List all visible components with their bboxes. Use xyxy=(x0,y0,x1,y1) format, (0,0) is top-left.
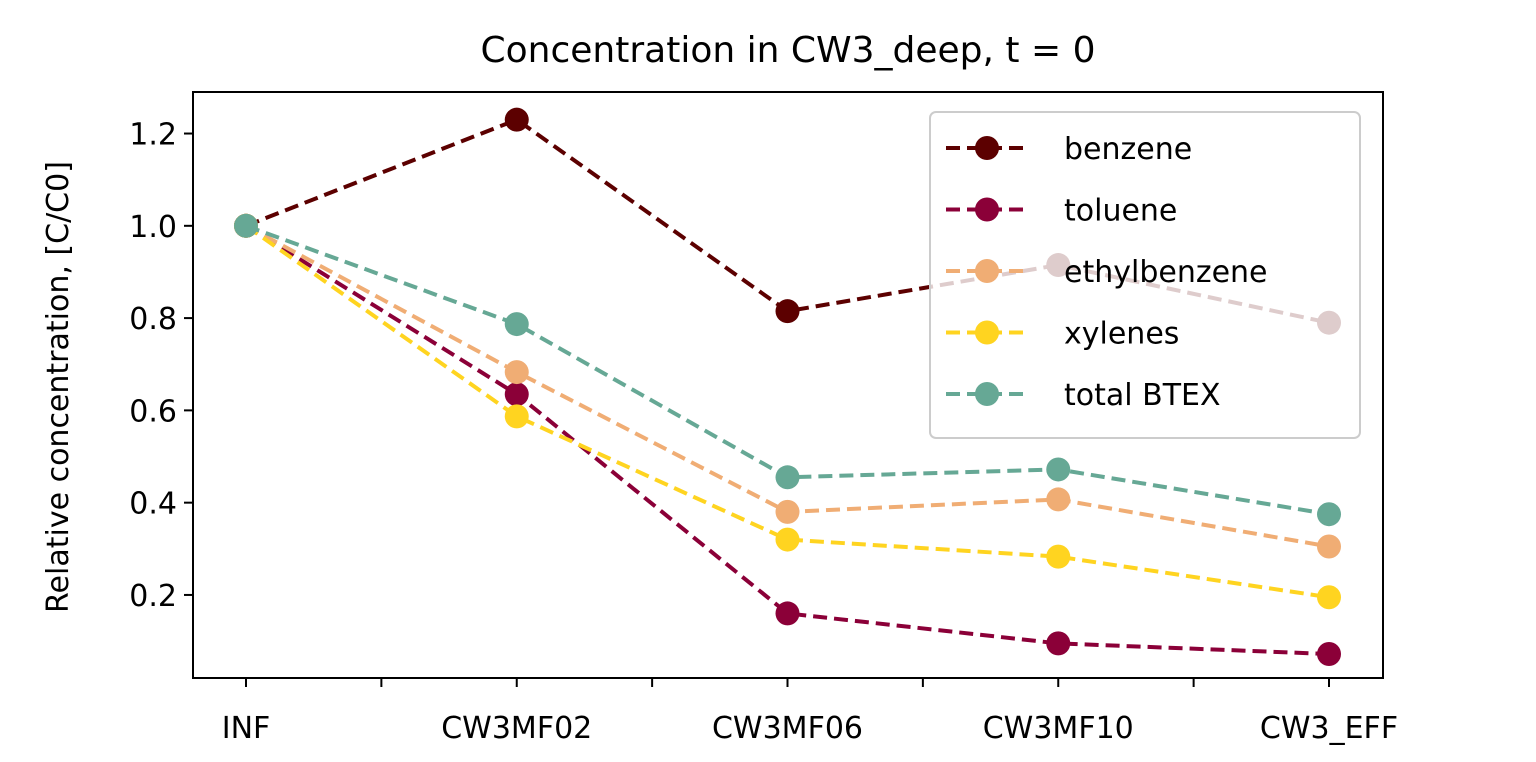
legend-entry: xylenes xyxy=(946,317,1179,352)
data-point xyxy=(1046,457,1071,482)
data-point xyxy=(1317,585,1341,610)
legend: benzene toluene ethylbenzene xylenes total B… xyxy=(929,111,1361,439)
y-tick-label: 0.2 xyxy=(129,579,177,614)
data-point xyxy=(504,312,529,337)
y-axis-label: Relative concentration, [C/C0] xyxy=(41,161,76,613)
legend-label: total BTEX xyxy=(1064,378,1221,413)
data-point xyxy=(1046,487,1071,512)
x-tick-label: CW3_EFF xyxy=(1260,711,1398,746)
plot-series-group xyxy=(234,107,1341,667)
legend-entry: toluene xyxy=(946,194,1177,229)
data-point xyxy=(504,382,529,407)
y-tick-label: 0.8 xyxy=(129,302,177,337)
data-point xyxy=(1046,631,1071,656)
y-tick-label: 0.6 xyxy=(129,394,177,429)
legend-label: benzene xyxy=(1064,132,1192,167)
legend-marker xyxy=(975,259,999,283)
data-point xyxy=(504,360,529,385)
legend-marker xyxy=(975,320,999,345)
y-tick-label: 1.2 xyxy=(129,118,177,153)
chart-title: Concentration in CW3_deep, t = 0 xyxy=(481,30,1096,71)
legend-marker xyxy=(975,136,999,160)
x-axis: INF CW3MF02 CW3MF06 CW3MF10 CW3_EFF xyxy=(222,678,1398,746)
data-point xyxy=(1046,544,1071,569)
data-point xyxy=(1317,642,1341,667)
x-tick-label: CW3MF06 xyxy=(712,711,863,746)
data-point xyxy=(1317,534,1341,559)
legend-label: toluene xyxy=(1064,194,1177,229)
data-point xyxy=(234,213,258,238)
legend-entry: benzene xyxy=(946,132,1192,167)
legend-label: ethylbenzene xyxy=(1064,255,1268,290)
x-tick-label: INF xyxy=(222,711,271,746)
data-point xyxy=(775,527,800,552)
data-point xyxy=(775,499,800,524)
data-point xyxy=(1317,502,1341,527)
legend-frame xyxy=(929,111,1361,439)
legend-label: xylenes xyxy=(1064,317,1179,352)
data-point xyxy=(775,465,800,490)
series-total-BTEX xyxy=(234,213,1341,527)
data-point xyxy=(504,107,529,132)
y-axis: 0.2 0.4 0.6 0.8 1.0 1.2 xyxy=(129,118,193,614)
data-point xyxy=(775,299,800,324)
x-tick-label: CW3MF10 xyxy=(983,711,1134,746)
y-tick-label: 1.0 xyxy=(129,210,177,245)
series-line xyxy=(244,224,1330,600)
legend-entry: total BTEX xyxy=(946,378,1221,413)
legend-entry: ethylbenzene xyxy=(946,255,1268,290)
y-tick-label: 0.4 xyxy=(129,487,177,522)
legend-marker xyxy=(975,197,999,222)
data-point xyxy=(775,601,800,626)
legend-marker xyxy=(975,382,999,406)
x-tick-label: CW3MF02 xyxy=(441,711,592,746)
data-point xyxy=(504,404,529,429)
series-line xyxy=(244,224,1330,657)
